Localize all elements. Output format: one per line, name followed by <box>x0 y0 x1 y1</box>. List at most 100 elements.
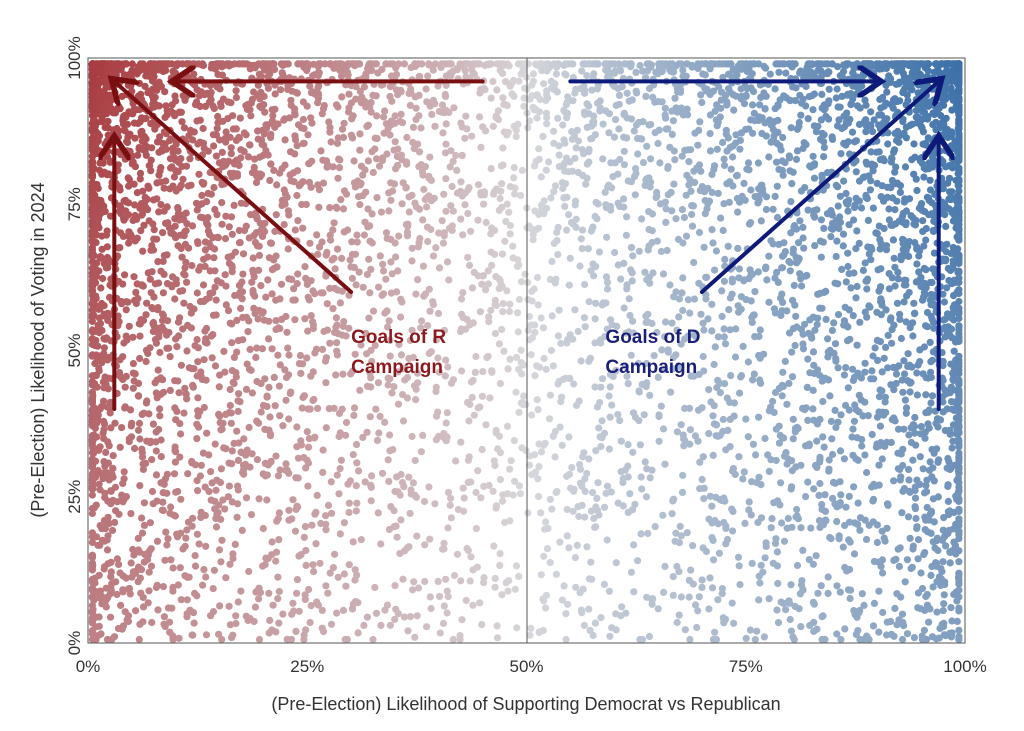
scatter-point <box>930 96 938 104</box>
scatter-point <box>940 514 948 522</box>
scatter-point <box>657 402 665 410</box>
scatter-point <box>853 341 861 349</box>
scatter-point <box>929 121 937 129</box>
scatter-point <box>891 282 899 290</box>
scatter-point <box>504 587 512 595</box>
scatter-point <box>905 288 913 297</box>
scatter-point <box>449 207 457 215</box>
scatter-point <box>658 346 666 354</box>
scatter-point <box>305 585 313 594</box>
scatter-point <box>180 299 188 307</box>
scatter-point <box>786 615 794 624</box>
scatter-point <box>817 116 825 124</box>
scatter-point <box>338 254 346 262</box>
scatter-point <box>572 223 580 231</box>
scatter-point <box>925 159 933 167</box>
scatter-point <box>259 524 267 533</box>
scatter-point <box>493 634 502 642</box>
scatter-point <box>859 266 868 274</box>
scatter-point <box>661 460 669 468</box>
scatter-point <box>195 170 203 178</box>
scatter-point <box>138 514 146 522</box>
scatter-point <box>432 412 441 420</box>
scatter-point <box>268 290 276 298</box>
scatter-point <box>655 437 663 445</box>
scatter-point <box>928 445 936 454</box>
scatter-point <box>154 306 162 314</box>
scatter-point <box>644 529 652 538</box>
scatter-point <box>267 239 276 247</box>
scatter-point <box>309 88 317 96</box>
scatter-point <box>900 276 909 284</box>
scatter-point <box>841 625 849 633</box>
scatter-point <box>491 226 499 234</box>
scatter-point <box>656 159 664 167</box>
scatter-point <box>334 330 342 338</box>
scatter-point <box>303 280 311 288</box>
scatter-point <box>725 306 733 314</box>
scatter-point <box>482 421 490 429</box>
scatter-point <box>342 582 350 590</box>
scatter-point <box>605 129 613 137</box>
scatter-point <box>537 314 545 322</box>
scatter-point <box>829 494 837 502</box>
scatter-point <box>804 355 812 363</box>
scatter-point <box>222 574 230 582</box>
scatter-point <box>918 632 926 640</box>
scatter-point <box>892 220 900 228</box>
scatter-point <box>293 423 301 431</box>
scatter-point <box>622 231 631 239</box>
scatter-point <box>782 606 790 614</box>
scatter-point <box>513 262 522 270</box>
scatter-point <box>195 540 203 548</box>
scatter-point <box>869 352 877 360</box>
scatter-point <box>592 262 600 271</box>
scatter-point <box>331 284 339 292</box>
scatter-point <box>534 406 542 414</box>
scatter-point <box>134 534 142 543</box>
scatter-point <box>608 69 616 77</box>
scatter-point <box>933 608 941 616</box>
scatter-point <box>468 284 477 292</box>
scatter-point <box>786 599 794 607</box>
scatter-point <box>626 490 634 498</box>
scatter-point <box>694 141 702 149</box>
scatter-point <box>214 119 222 127</box>
scatter-point <box>941 426 949 435</box>
scatter-point <box>167 503 175 511</box>
scatter-point <box>411 60 419 68</box>
scatter-point <box>98 592 106 600</box>
scatter-point <box>595 511 603 519</box>
scatter-point <box>924 374 932 382</box>
scatter-point <box>166 353 174 361</box>
scatter-point <box>359 283 367 291</box>
scatter-point <box>829 450 837 459</box>
scatter-point <box>849 451 857 459</box>
scatter-point <box>350 404 359 412</box>
scatter-point <box>395 340 403 349</box>
scatter-point <box>138 529 147 537</box>
scatter-point <box>676 522 684 531</box>
scatter-point <box>900 485 909 493</box>
scatter-point <box>330 254 338 262</box>
scatter-point <box>554 114 562 122</box>
scatter-point <box>280 116 288 124</box>
scatter-point <box>528 471 536 479</box>
scatter-point <box>480 574 488 582</box>
scatter-point <box>302 274 310 282</box>
scatter-point <box>207 468 215 476</box>
scatter-point <box>916 453 924 461</box>
scatter-point <box>810 485 818 493</box>
scatter-point <box>940 600 948 608</box>
scatter-point <box>99 353 107 362</box>
scatter-point <box>955 193 963 202</box>
scatter-point <box>825 97 833 105</box>
scatter-point <box>232 93 240 102</box>
scatter-point <box>396 549 404 558</box>
scatter-point <box>388 270 396 278</box>
scatter-point <box>285 506 293 514</box>
scatter-point <box>883 618 891 626</box>
scatter-point <box>99 378 107 386</box>
scatter-point <box>264 554 272 563</box>
scatter-point <box>266 616 274 625</box>
